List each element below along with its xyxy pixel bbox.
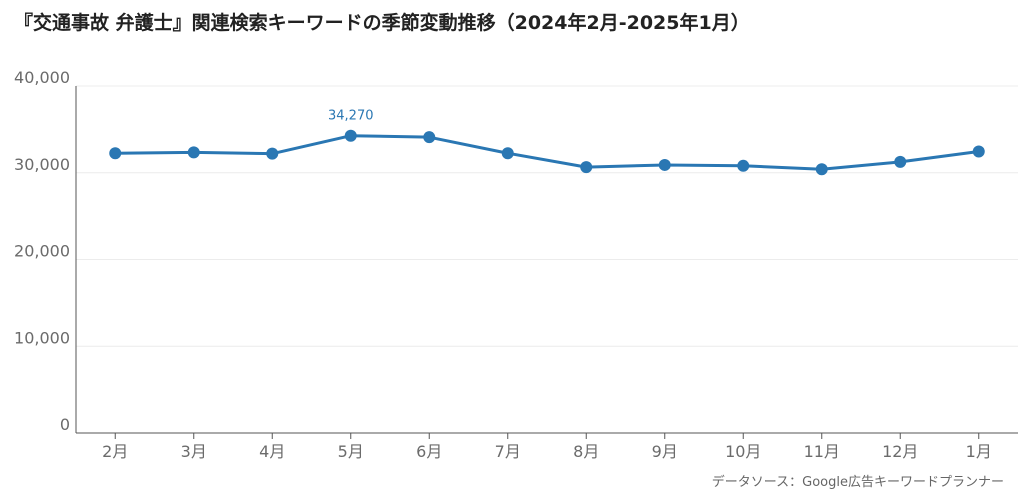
series-line: [113, 134, 981, 171]
y-tick-label: 20,000: [14, 242, 70, 261]
x-tick-label: 5月: [338, 442, 364, 461]
x-tick-label: 8月: [573, 442, 599, 461]
x-axis-tick-labels: 2月 3月 4月 5月 6月 7月 8月 9月 10月 11月 12月 1月: [102, 442, 992, 461]
data-point: [580, 161, 593, 174]
data-label: 34,270: [328, 109, 374, 124]
chart-title: 『交通事故 弁護士』関連検索キーワードの季節変動推移（2024年2月-2025年…: [14, 12, 750, 34]
y-tick-label: 30,000: [14, 155, 70, 174]
y-tick-label: 40,000: [14, 68, 70, 87]
y-tick-label: 0: [60, 415, 70, 434]
y-tick-label: 10,000: [14, 328, 70, 347]
y-axis-tick-labels: 0 10,000 20,000 30,000 40,000: [14, 68, 70, 434]
data-point: [737, 159, 750, 172]
x-tick-label: 3月: [181, 442, 207, 461]
data-point: [972, 145, 985, 158]
data-point: [501, 147, 514, 160]
series: [109, 129, 985, 176]
axes: [75, 86, 1018, 439]
data-point: [894, 155, 907, 168]
data-point: [815, 163, 828, 176]
x-tick-label: 9月: [652, 442, 678, 461]
data-point: [658, 158, 671, 171]
data-point: [423, 131, 436, 144]
x-tick-label: 2月: [102, 442, 128, 461]
x-tick-label: 12月: [882, 442, 918, 461]
x-tick-label: 7月: [495, 442, 521, 461]
data-point: [109, 147, 122, 160]
data-source-note: データソース：Google広告キーワードプランナー: [711, 475, 1004, 490]
x-tick-label: 11月: [804, 442, 840, 461]
data-point: [344, 129, 357, 142]
data-labels: 34,270: [328, 109, 374, 124]
gridlines: [76, 85, 1018, 347]
x-tick-label: 6月: [416, 442, 442, 461]
data-point: [266, 147, 279, 160]
data-point: [187, 146, 200, 159]
x-tick-label: 1月: [966, 442, 992, 461]
x-tick-label: 10月: [725, 442, 761, 461]
x-tick-label: 4月: [259, 442, 285, 461]
